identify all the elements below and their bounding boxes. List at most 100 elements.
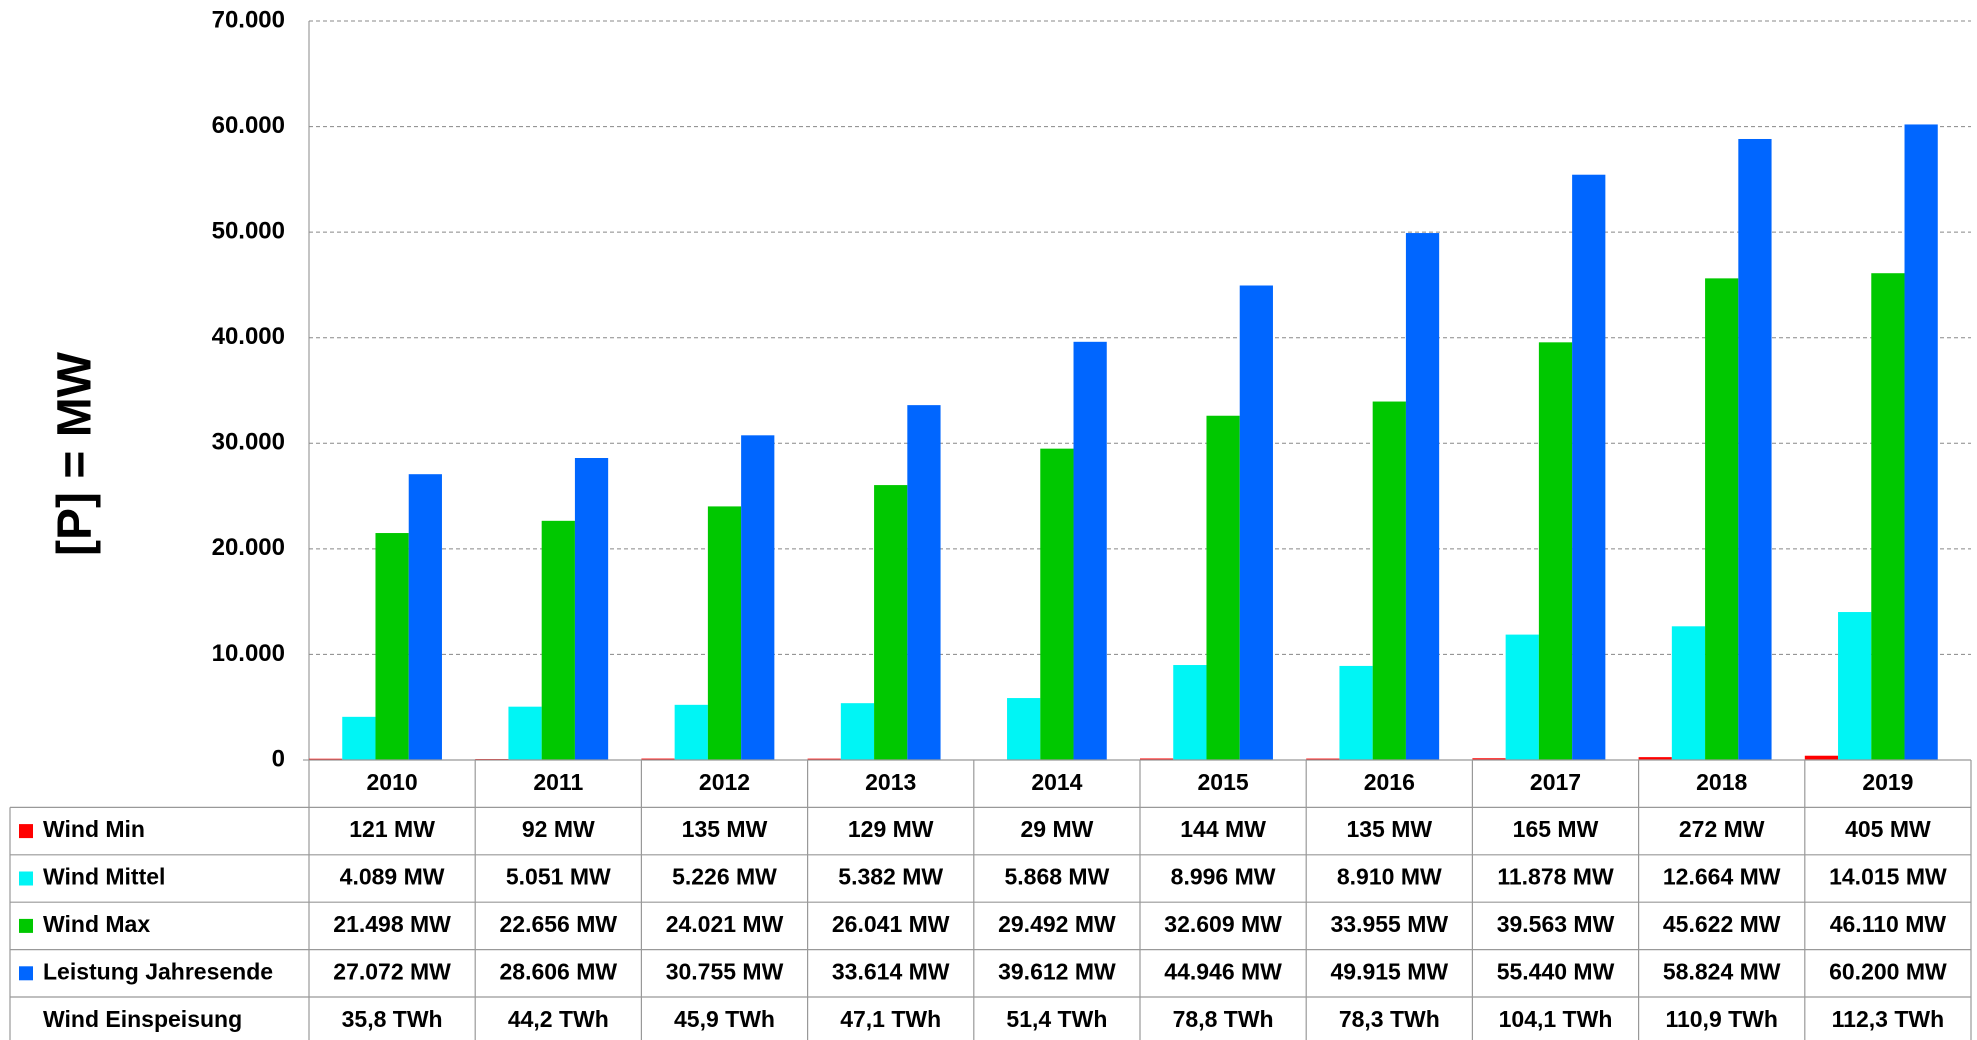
table-cell: 5.868 MW <box>1004 864 1109 890</box>
x-tick-label: 2015 <box>1198 769 1249 795</box>
bar <box>707 506 742 760</box>
bar <box>1572 174 1606 760</box>
table-cell: 32.609 MW <box>1164 911 1282 937</box>
y-tick-label: 20.000 <box>212 534 285 561</box>
x-tick-label: 2016 <box>1364 769 1415 795</box>
bar <box>574 458 609 760</box>
x-tick-label: 2014 <box>1031 769 1082 795</box>
bar <box>541 520 575 760</box>
bar <box>1505 634 1539 760</box>
table-cell: 46.110 MW <box>1830 911 1947 937</box>
table-cell: 33.614 MW <box>832 958 950 984</box>
table-cell: 55.440 MW <box>1497 958 1615 984</box>
table-cell: 92 MW <box>522 816 595 842</box>
bar <box>1638 757 1672 760</box>
bar <box>1073 341 1107 760</box>
bar <box>907 405 941 760</box>
legend-label: Wind Min <box>43 816 145 842</box>
bar <box>1738 138 1772 760</box>
table-cell: 78,8 TWh <box>1173 1006 1274 1032</box>
legend-key <box>19 824 33 839</box>
table-cell: 29.492 MW <box>998 911 1116 937</box>
bar <box>508 706 542 760</box>
bar <box>1472 758 1506 760</box>
table-cell: 144 MW <box>1180 816 1266 842</box>
bar <box>874 485 908 760</box>
table-cell: 405 MW <box>1845 816 1931 842</box>
bar <box>1007 698 1041 760</box>
table-cell: 60.200 MW <box>1829 958 1947 984</box>
bar <box>1405 233 1440 760</box>
bar <box>1306 758 1340 760</box>
y-tick-label: 60.000 <box>212 112 285 139</box>
table-cell: 8.996 MW <box>1171 864 1276 890</box>
bar <box>641 758 675 760</box>
bar <box>1904 124 1938 760</box>
table-cell: 112,3 TWh <box>1832 1006 1944 1032</box>
y-axis-label: [P] = MW <box>49 351 102 556</box>
table-cell: 39.612 MW <box>998 958 1116 984</box>
bar <box>807 758 841 760</box>
y-tick-label: 0 <box>272 745 285 772</box>
table-cell: 110,9 TWh <box>1665 1006 1777 1032</box>
table-cell: 22.656 MW <box>499 911 617 937</box>
bar <box>375 533 409 760</box>
table-cell: 45,9 TWh <box>674 1006 775 1032</box>
y-tick-label: 30.000 <box>212 429 285 456</box>
table-cell: 26.041 MW <box>832 911 950 937</box>
bar <box>342 716 376 760</box>
bar <box>1372 401 1406 760</box>
table-cell: 28.606 MW <box>499 958 617 984</box>
table-cell: 12.664 MW <box>1663 864 1781 890</box>
bar <box>1040 448 1074 760</box>
bar <box>1838 612 1872 760</box>
table-cell: 27.072 MW <box>333 958 451 984</box>
y-tick-label: 40.000 <box>212 323 285 350</box>
table-cell: 5.051 MW <box>506 864 611 890</box>
table-cell: 165 MW <box>1513 816 1599 842</box>
table-cell: 8.910 MW <box>1337 864 1442 890</box>
table-cell: 272 MW <box>1679 816 1765 842</box>
bar <box>408 474 442 760</box>
bar <box>1671 626 1706 760</box>
table-cell: 58.824 MW <box>1663 958 1781 984</box>
x-tick-label: 2012 <box>699 769 750 795</box>
bar <box>1140 758 1174 760</box>
bar <box>1705 278 1739 760</box>
legend-key <box>19 871 33 886</box>
bar <box>840 703 875 760</box>
x-tick-label: 2018 <box>1696 769 1747 795</box>
bar <box>741 435 775 760</box>
table-cell: 14.015 MW <box>1829 864 1947 890</box>
legend-key <box>19 966 33 981</box>
bar <box>1206 415 1240 760</box>
table-cell: 135 MW <box>682 816 768 842</box>
x-tick-label: 2011 <box>533 769 583 795</box>
table-cell: 45.622 MW <box>1663 911 1781 937</box>
table-cell: 33.955 MW <box>1330 911 1448 937</box>
x-tick-label: 2019 <box>1862 769 1913 795</box>
table-cell: 35,8 TWh <box>342 1006 443 1032</box>
table-cell: 44.946 MW <box>1164 958 1282 984</box>
table-cell: 51,4 TWh <box>1006 1006 1107 1032</box>
y-tick-label: 70.000 <box>212 6 285 33</box>
table-cell: 5.382 MW <box>838 864 943 890</box>
table-cell: 121 MW <box>349 816 435 842</box>
legend-key <box>19 918 33 933</box>
table-cell: 4.089 MW <box>340 864 445 890</box>
table-cell: 104,1 TWh <box>1499 1006 1613 1032</box>
table-cell: 21.498 MW <box>333 911 451 937</box>
bar <box>1871 273 1905 760</box>
table-cell: 78,3 TWh <box>1339 1006 1440 1032</box>
table-cell: 24.021 MW <box>666 911 784 937</box>
bar <box>1538 342 1573 760</box>
bar <box>674 704 708 760</box>
y-tick-label: 50.000 <box>212 217 285 244</box>
bar <box>1173 665 1207 760</box>
legend-label: Leistung Jahresende <box>43 958 273 984</box>
bar <box>309 758 343 760</box>
table-cell: 11.878 MW <box>1497 864 1614 890</box>
bar <box>1339 665 1373 760</box>
bar <box>1239 285 1273 760</box>
